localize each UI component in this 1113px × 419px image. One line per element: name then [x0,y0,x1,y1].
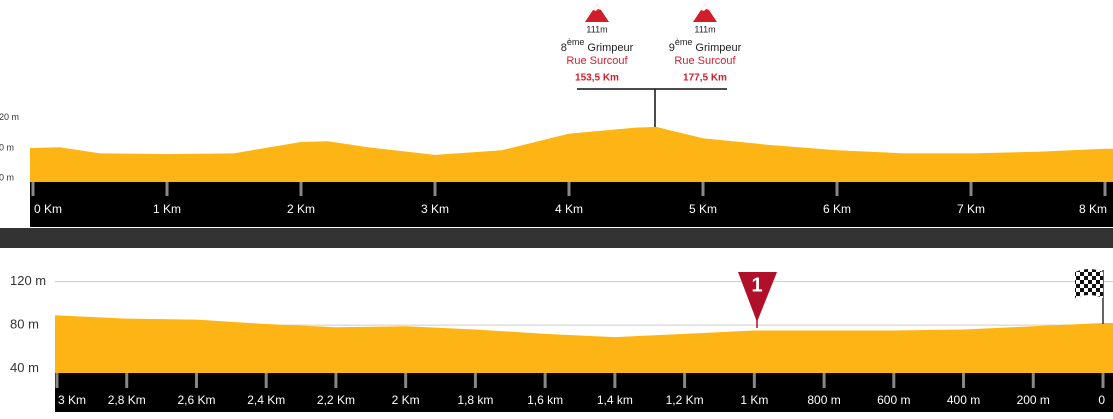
x-tick-label: 2 Km [392,393,420,407]
x-tick-label: 2,6 Km [177,393,215,407]
x-tick-label: 2,2 Km [317,393,355,407]
climb-category: Grimpeur [587,42,633,54]
x-tick-label: 800 m [807,393,840,407]
rank-number: 8 [561,42,567,54]
x-tick-label: 2,4 Km [247,393,285,407]
y-tick-label: 40 m [10,360,39,375]
elevation-area [30,126,1113,182]
y-tick-label: 120 m [10,273,46,288]
x-tick-label: 1,6 km [527,393,563,407]
climb-distance: 177,5 Km [683,73,727,84]
separator [0,228,1113,248]
rank-suffix: ème [567,37,585,47]
x-tick-label: 1 Km [740,393,768,407]
x-tick-label: 2 Km [287,202,315,216]
finish-flag [1075,269,1104,324]
y-tick-label: 80 m [0,142,14,152]
climb-place: Rue Surcouf [674,55,736,67]
x-tick-label: 600 m [877,393,910,407]
x-tick-label: 3 Km [58,393,86,407]
x-tick-label: 2,8 Km [108,393,146,407]
flamme-shape [738,272,777,322]
climb-elevation: 111m [586,24,607,34]
climb-rank: 8ème Grimpeur [561,37,634,54]
rank-suffix: ème [675,37,693,47]
x-tick-label: 5 Km [689,202,717,216]
flamme-label: 1 [751,274,762,296]
x-tick-label: 6 Km [823,202,851,216]
x-tick-label: 0 Km [34,202,62,216]
flag-cloth [1075,269,1103,298]
x-tick-label: 1 Km [153,202,181,216]
x-tick-label: 8 Km [1079,202,1107,216]
x-tick-label: 400 m [947,393,980,407]
elevation-area [55,315,1113,373]
rank-number: 9 [669,42,675,54]
x-tick-label: 3 Km [421,202,449,216]
y-tick-label: 120 m [0,112,19,122]
distance-band [55,373,1113,412]
climb-elevation: 111m [694,24,715,34]
x-tick-label: 1,2 Km [666,393,704,407]
mountain-icon [693,4,717,22]
x-tick-label: 4 Km [555,202,583,216]
x-tick-label: 0 [1098,393,1105,407]
x-tick-label: 200 m [1017,393,1050,407]
climb-rank: 9ème Grimpeur [669,37,742,54]
flamme-rouge: 1 [738,272,777,328]
x-tick-label: 1,4 km [597,393,633,407]
mountain-snow [701,4,709,11]
climb-place: Rue Surcouf [566,55,628,67]
y-tick-label: 80 m [10,317,39,332]
mountain-icon [585,4,609,22]
climb-category: Grimpeur [695,42,741,54]
climb-distance: 153,5 Km [575,73,619,84]
x-tick-label: 1,8 km [457,393,493,407]
distance-band [30,182,1113,227]
y-tick-label: 40 m [0,173,14,183]
mountain-snow [593,4,601,11]
x-tick-label: 7 Km [957,202,985,216]
